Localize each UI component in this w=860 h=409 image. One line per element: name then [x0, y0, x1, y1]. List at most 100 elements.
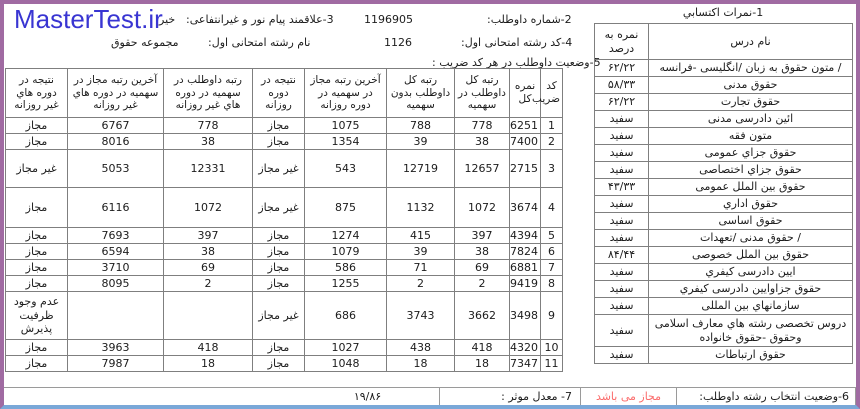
column-header: آخرین رتبه مجاز در سهمیه در دوره هاي غیر… — [67, 68, 164, 118]
total-score-cell: 7347 — [509, 355, 541, 372]
scores-table: نام درس نمره به درصد / متون حقوق به زبان … — [594, 23, 853, 364]
coef-code-cell: 1 — [540, 117, 563, 134]
table-row: حقوق مدنی ۵۸/۳۳ — [594, 76, 853, 94]
rank-in-quota-nonday-cell: 418 — [163, 339, 253, 356]
score-percent-cell: سفید — [594, 195, 649, 213]
column-header: رتبه كل داوطلب بدون سهمیه — [386, 68, 455, 118]
total-score-cell: 6881 — [509, 259, 541, 276]
rank-in-quota-cell: 12657 — [454, 149, 510, 188]
payamnoor-value: خیر — [159, 13, 176, 26]
table-row: 4 3674 1072 1132 875 غیر مجاز 1072 6116 مجاز — [5, 187, 563, 228]
score-percent-cell: ۵۸/۳۳ — [594, 76, 649, 94]
table-row: دروس تخصصی رشته هاي معارف اسلامی وحقوق -… — [594, 314, 853, 347]
rank-in-quota-cell: 69 — [454, 259, 510, 276]
table-row: حقوق بین الملل عمومی ۴۳/۳۳ — [594, 178, 853, 196]
total-score-cell: 3674 — [509, 187, 541, 228]
total-score-cell: 4394 — [509, 227, 541, 244]
table-row: 9 3498 3662 3743 686 غیر مجاز عدم وجود ظرفیت پ… — [5, 291, 563, 340]
rank-in-quota-cell: 18 — [454, 355, 510, 372]
table-row: / متون حقوق به زبان /انگلیسی -فرانسه ۶۲/۲… — [594, 59, 853, 77]
course-name-cell: دروس تخصصی رشته هاي معارف اسلامی وحقوق -… — [648, 314, 853, 347]
rank-no-quota-cell: 71 — [386, 259, 455, 276]
table-row: 7 6881 69 71 586 مجاز 69 3710 مجاز — [5, 259, 563, 276]
course-name-cell: سازمانهاي بین المللی — [648, 297, 853, 315]
course-name-cell: حقوق بین الملل عمومی — [648, 178, 853, 196]
candidate-number-value: 1196905 — [364, 13, 413, 26]
last-allowed-rank-day-cell: 1354 — [304, 133, 387, 150]
table-row: متون فقه سفید — [594, 127, 853, 145]
score-percent-cell: سفید — [594, 229, 649, 247]
course-name-cell: حقوق جزاي اختصاصی — [648, 161, 853, 179]
column-header: نمره كل — [509, 68, 541, 118]
coef-code-cell: 3 — [540, 149, 563, 188]
last-allowed-rank-day-cell: 1048 — [304, 355, 387, 372]
table-row: / حقوق مدنی /تعهدات سفید — [594, 229, 853, 247]
course-name-cell: ایین دادرسی كیفري — [648, 263, 853, 281]
score-percent-cell: سفید — [594, 110, 649, 128]
rank-in-quota-cell: 3662 — [454, 291, 510, 340]
rank-in-quota-nonday-cell: 12331 — [163, 149, 253, 188]
total-score-cell: 7400 — [509, 133, 541, 150]
rank-in-quota-nonday-cell — [163, 291, 253, 340]
coef-code-cell: 10 — [540, 339, 563, 356]
rank-in-quota-nonday-cell: 38 — [163, 243, 253, 260]
day-result-cell: مجاز — [252, 133, 305, 150]
rank-in-quota-nonday-cell: 38 — [163, 133, 253, 150]
total-score-cell: 3498 — [509, 291, 541, 340]
first-field-name-label: نام رشته امتحانی اول: — [208, 36, 311, 49]
day-result-cell: مجاز — [252, 117, 305, 134]
nonday-result-cell: مجاز — [5, 355, 68, 372]
day-result-cell: مجاز — [252, 339, 305, 356]
column-header: رتبه كل داوطلب در سهمیه — [454, 68, 510, 118]
first-field-name-value: مجموعه حقوق — [111, 36, 179, 49]
course-name-cell: حقوق جزاوایین دادرسی كیفري — [648, 280, 853, 298]
table-row: 6 7824 38 39 1079 مجاز 38 6594 مجاز — [5, 243, 563, 260]
nonday-result-cell: مجاز — [5, 227, 68, 244]
score-percent-cell: سفید — [594, 346, 649, 364]
rank-no-quota-cell: 3743 — [386, 291, 455, 340]
last-allowed-rank-nonday-cell: 3710 — [67, 259, 164, 276]
day-result-cell: غیر مجاز — [252, 187, 305, 228]
table-row: حقوق جزاي اختصاصی سفید — [594, 161, 853, 179]
rank-in-quota-cell: 38 — [454, 133, 510, 150]
scores-table-title: 1-نمرات اكتسابي — [682, 6, 764, 19]
last-allowed-rank-nonday-cell: 6116 — [67, 187, 164, 228]
day-result-cell: غیر مجاز — [252, 291, 305, 340]
rank-no-quota-cell: 1132 — [386, 187, 455, 228]
rank-in-quota-nonday-cell: 778 — [163, 117, 253, 134]
candidate-number-label: 2-شماره داوطلب: — [487, 13, 572, 26]
gpa-label: 7- معدل موثر : — [439, 388, 580, 405]
status-table: كد ضریب نمره كل رتبه كل داوطلب در سهمیه رتب… — [5, 68, 563, 372]
course-name-cell: حقوق جزاي عمومی — [648, 144, 853, 162]
score-percent-cell: سفید — [594, 280, 649, 298]
last-allowed-rank-nonday-cell: 7693 — [67, 227, 164, 244]
last-allowed-rank-day-cell: 1075 — [304, 117, 387, 134]
rank-in-quota-cell: 418 — [454, 339, 510, 356]
table-row: حقوق بین الملل خصوصی ۸۴/۴۴ — [594, 246, 853, 264]
last-allowed-rank-day-cell: 1274 — [304, 227, 387, 244]
last-allowed-rank-day-cell: 686 — [304, 291, 387, 340]
footer-bar: 6-وضعیت انتخاب رشته داوطلب: مجاز می باشد… — [4, 387, 856, 405]
course-name-cell: حقوق بین الملل خصوصی — [648, 246, 853, 264]
rank-in-quota-cell: 778 — [454, 117, 510, 134]
rank-in-quota-nonday-cell: 69 — [163, 259, 253, 276]
rank-no-quota-cell: 18 — [386, 355, 455, 372]
rank-no-quota-cell: 788 — [386, 117, 455, 134]
total-score-cell: 6251 — [509, 117, 541, 134]
column-header: نتیجه در دوره هاي غیر روزانه — [5, 68, 68, 118]
last-allowed-rank-day-cell: 1255 — [304, 275, 387, 292]
rank-no-quota-cell: 12719 — [386, 149, 455, 188]
site-logo[interactable]: MasterTest.ir — [14, 4, 163, 34]
nonday-result-cell: مجاز — [5, 133, 68, 150]
first-field-code-value: 1126 — [384, 36, 412, 49]
day-result-cell: مجاز — [252, 275, 305, 292]
score-percent-cell: سفید — [594, 263, 649, 281]
table-row: 10 4320 418 438 1027 مجاز 418 3963 مجاز — [5, 339, 563, 356]
rank-in-quota-nonday-cell: 397 — [163, 227, 253, 244]
table-row: حقوق جزاوایین دادرسی كیفري سفید — [594, 280, 853, 298]
payamnoor-label: 3-علاقمند پیام نور و غیرانتفاعی: — [186, 13, 334, 26]
column-header: آخرین رتبه مجاز در سهمیه در دوره روزانه — [304, 68, 387, 118]
day-result-cell: غیر مجاز — [252, 149, 305, 188]
last-allowed-rank-nonday-cell: 6767 — [67, 117, 164, 134]
rank-in-quota-cell: 397 — [454, 227, 510, 244]
